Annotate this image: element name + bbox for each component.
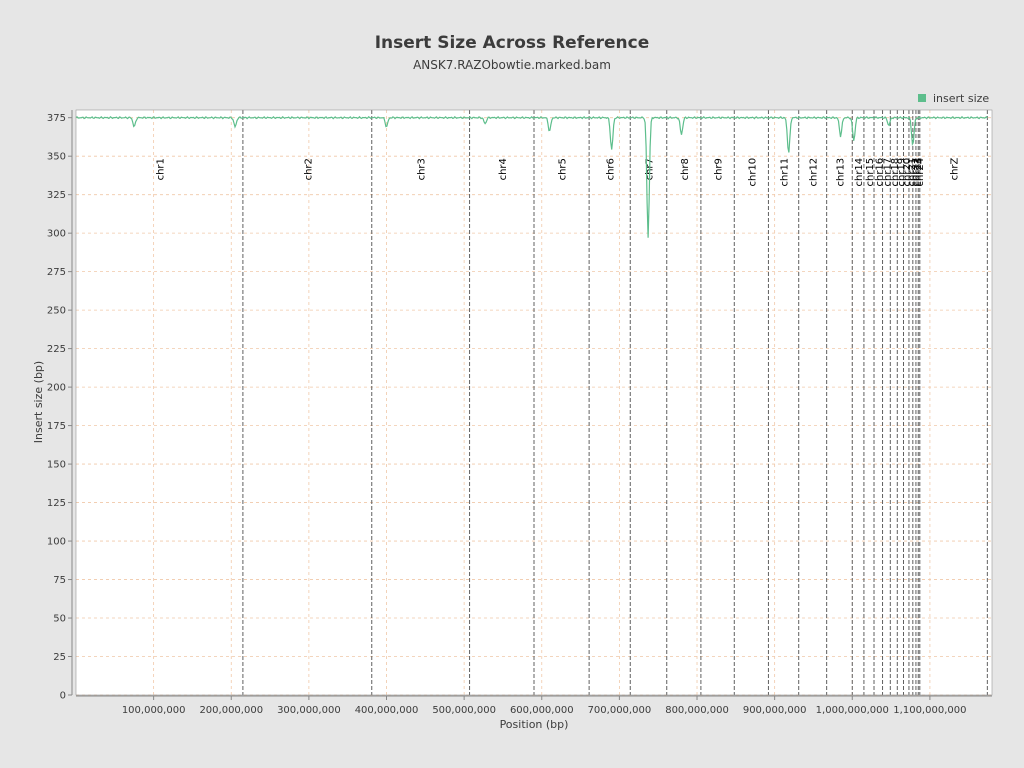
x-tick-label: 500,000,000 (432, 705, 496, 716)
y-axis-label: Insert size (bp) (32, 361, 45, 443)
y-tick-label: 300 (47, 229, 66, 240)
chart-subtitle: ANSK7.RAZObowtie.marked.bam (413, 58, 611, 72)
chromosome-label: chr16 (874, 158, 885, 187)
chromosome-label: chr13 (835, 158, 846, 187)
legend-label: insert size (933, 92, 989, 105)
chromosome-label: chr14 (854, 158, 865, 187)
chromosome-label: chr6 (606, 158, 617, 180)
x-tick-label: 1,000,000,000 (816, 705, 889, 716)
chromosome-label: chr2 (303, 158, 314, 180)
chromosome-label: chr17 (882, 158, 893, 187)
y-tick-label: 75 (53, 575, 66, 586)
x-axis-label: Position (bp) (500, 718, 569, 731)
axes (71, 109, 993, 697)
chromosome-label: chr10 (747, 158, 758, 187)
y-tick-label: 200 (47, 383, 66, 394)
y-tick-label: 175 (47, 421, 66, 432)
chromosome-label: chr24 (915, 158, 926, 187)
chromosome-label: chr8 (680, 158, 691, 180)
y-tick-label: 225 (47, 344, 66, 355)
chromosome-label: chr21 (907, 158, 918, 187)
x-tick-label: 600,000,000 (510, 705, 574, 716)
x-tick-label: 200,000,000 (199, 705, 263, 716)
y-tick-label: 0 (60, 691, 66, 702)
legend-swatch (918, 94, 926, 102)
chromosome-label: chr5 (558, 158, 569, 180)
y-tick-label: 100 (47, 537, 66, 548)
chromosome-label: chr12 (809, 158, 820, 187)
chromosome-label: chr3 (417, 158, 428, 180)
y-tick-labels: 0 25 50 75 100 125 150 175 200 225 250 275 300 325 350… (47, 113, 72, 702)
x-tick-label: 100,000,000 (122, 705, 186, 716)
chromosome-dividers (242, 110, 988, 695)
legend: insert size (918, 92, 989, 105)
series-layer (75, 115, 988, 238)
x-tick-label: 300,000,000 (277, 705, 341, 716)
y-tick-label: 250 (47, 306, 66, 317)
chromosome-label: chr4 (498, 158, 509, 180)
y-tick-label: 275 (47, 267, 66, 278)
y-tick-label: 375 (47, 113, 66, 124)
y-tick-label: 350 (47, 152, 66, 163)
chromosome-label: chrZ (950, 157, 961, 180)
y-tick-label: 50 (53, 614, 66, 625)
x-tick-label: 1,100,000,000 (893, 705, 966, 716)
x-tick-label: 400,000,000 (355, 705, 419, 716)
chromosome-label: chr22 (910, 158, 921, 187)
chromosome-label: chr11 (780, 158, 791, 187)
chromosome-label: chr19 (896, 158, 907, 187)
plot-border (75, 109, 993, 696)
y-tick-label: 150 (47, 460, 66, 471)
chromosome-label: chr1 (155, 158, 166, 180)
x-tick-labels: 100,000,000 200,000,000 300,000,000 400,000… (122, 696, 966, 716)
chart-title: Insert Size Across Reference (375, 33, 650, 53)
y-tick-label: 25 (53, 652, 66, 663)
series-line-insert-size (75, 115, 988, 238)
x-tick-label: 800,000,000 (665, 705, 729, 716)
chromosome-label: chr23 (913, 158, 924, 187)
y-tick-label: 125 (47, 498, 66, 509)
chromosome-label: chr18 (890, 158, 901, 187)
chromosome-label: chr15 (865, 158, 876, 187)
chromosome-label: chr9 (714, 158, 725, 180)
x-tick-label: 700,000,000 (588, 705, 652, 716)
x-tick-label: 900,000,000 (743, 705, 807, 716)
chromosome-label: chr20 (902, 158, 913, 187)
y-tick-label: 325 (47, 190, 66, 201)
